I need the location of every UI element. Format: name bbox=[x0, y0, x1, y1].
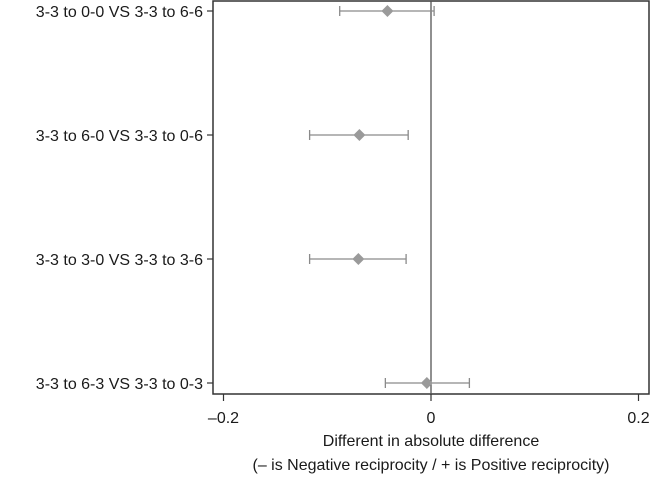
y-axis: 3-3 to 0-0 VS 3-3 to 6-6 3-3 to 6-0 VS 3-… bbox=[36, 4, 213, 393]
x-axis: –0.2 0 0.2 bbox=[208, 394, 650, 427]
y-tick-label: 3-3 to 6-0 VS 3-3 to 0-6 bbox=[36, 128, 203, 145]
data-point-group bbox=[308, 129, 409, 141]
diamond-marker-icon bbox=[381, 5, 394, 17]
x-tick-label: –0.2 bbox=[208, 410, 239, 427]
y-tick-label: 3-3 to 6-3 VS 3-3 to 0-3 bbox=[36, 376, 203, 393]
y-tick-label: 3-3 to 3-0 VS 3-3 to 3-6 bbox=[36, 252, 203, 269]
diamond-marker-icon bbox=[352, 253, 365, 265]
x-tick-label: 0 bbox=[427, 410, 436, 427]
data-point-group bbox=[308, 253, 407, 265]
data-point-group bbox=[384, 377, 471, 389]
y-tick-label: 3-3 to 0-0 VS 3-3 to 6-6 bbox=[36, 4, 203, 21]
diamond-marker-icon bbox=[420, 377, 433, 389]
x-axis-title: Different in absolute difference bbox=[323, 433, 540, 450]
data-points bbox=[308, 5, 471, 389]
diamond-marker-icon bbox=[353, 129, 366, 141]
x-tick-label: 0.2 bbox=[627, 410, 649, 427]
x-axis-subtitle: (– is Negative reciprocity / + is Positi… bbox=[253, 457, 610, 474]
data-point-group bbox=[339, 5, 435, 17]
